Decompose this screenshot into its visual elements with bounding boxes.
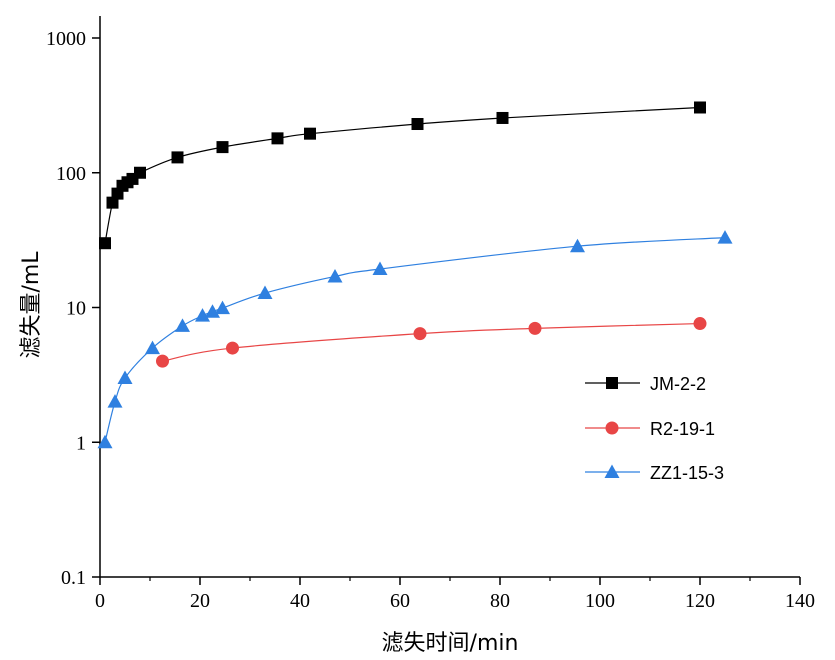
- y-tick-label: 1000: [46, 28, 86, 50]
- data-point-circle: [156, 354, 169, 368]
- data-point-square: [106, 196, 119, 209]
- data-point-triangle: [117, 370, 133, 384]
- data-point-triangle: [327, 268, 343, 283]
- data-point-circle: [605, 421, 619, 435]
- x-tick-label: 120: [685, 590, 715, 612]
- data-point-triangle: [257, 285, 273, 300]
- data-point-square: [216, 141, 229, 154]
- data-point-square: [304, 127, 316, 140]
- y-tick-label: 1: [76, 432, 86, 454]
- data-point-square: [99, 237, 111, 250]
- axes: [99, 16, 800, 578]
- data-point-square: [134, 166, 146, 179]
- data-point-circle: [693, 317, 707, 331]
- x-tick-label: 140: [785, 590, 815, 612]
- data-point-circle: [528, 321, 542, 335]
- data-point-triangle: [195, 308, 210, 322]
- data-point-circle: [413, 327, 427, 341]
- data-point-triangle: [570, 238, 585, 253]
- data-point-triangle: [717, 230, 733, 244]
- series-line: [104, 106, 701, 244]
- data-point-triangle: [372, 261, 388, 276]
- legend-label: JM-2-2: [650, 374, 706, 394]
- legend-item: ZZ1-15-3: [585, 463, 724, 483]
- x-tick-label: 20: [190, 590, 210, 612]
- data-point-triangle: [604, 464, 620, 478]
- data-point-triangle: [205, 304, 220, 318]
- series-line: [162, 322, 701, 362]
- data-point-square: [171, 151, 184, 164]
- y-tick-label: 10: [66, 298, 86, 320]
- series-R2-19-1: [156, 317, 707, 368]
- legend-label: R2-19-1: [650, 419, 715, 439]
- x-tick-label: 40: [290, 590, 310, 612]
- data-point-square: [496, 111, 509, 124]
- x-tick-label: 0: [95, 590, 105, 612]
- data-point-triangle: [97, 434, 113, 449]
- legend-item: JM-2-2: [585, 374, 706, 394]
- data-point-square: [606, 377, 618, 389]
- data-point-square: [694, 101, 706, 114]
- tick-group: 0 20 40 60 80 100 120 140 0.1 1 10 100 1000: [46, 28, 815, 612]
- x-tick-label: 60: [390, 590, 410, 612]
- x-tick-label: 80: [490, 590, 510, 612]
- data-point-triangle: [107, 394, 123, 408]
- series-line: [104, 237, 726, 443]
- series-ZZ1-15-3: [97, 230, 733, 449]
- series-layer: [97, 101, 733, 449]
- y-tick-label: 0.1: [61, 567, 86, 589]
- data-point-square: [411, 118, 424, 131]
- series-JM-2-2: [99, 101, 706, 250]
- legend-label: ZZ1-15-3: [650, 463, 724, 483]
- data-point-triangle: [175, 318, 190, 332]
- y-axis-title: 滤失量/mL: [19, 251, 44, 359]
- data-point-triangle: [145, 340, 160, 355]
- y-tick-label: 100: [56, 163, 86, 185]
- data-point-triangle: [215, 300, 230, 315]
- x-axis-title: 滤失时间/min: [382, 631, 519, 656]
- legend: JM-2-2 R2-19-1 ZZ1-15-3: [585, 374, 724, 483]
- legend-item: R2-19-1: [585, 419, 715, 439]
- data-point-square: [271, 132, 284, 145]
- data-point-circle: [226, 341, 239, 355]
- x-tick-label: 100: [585, 590, 615, 612]
